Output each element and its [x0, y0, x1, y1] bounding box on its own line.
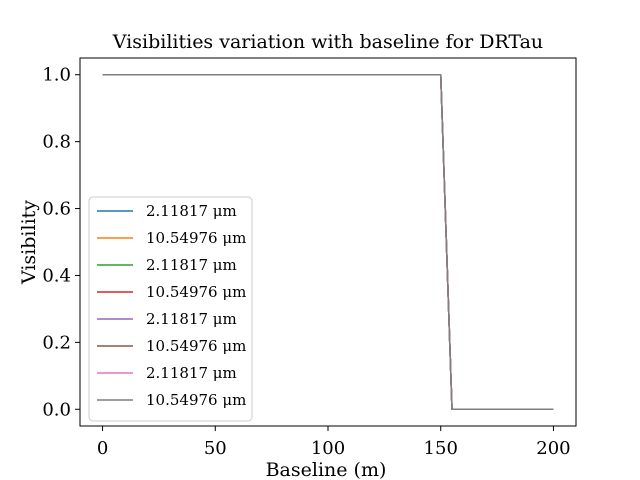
y-tick-label: 0.0	[42, 399, 71, 420]
chart-title: Visibilities variation with baseline for…	[112, 31, 543, 53]
series-layer	[102, 73, 554, 411]
x-axis-label: Baseline (m)	[266, 459, 387, 480]
y-tick-label: 0.2	[42, 332, 71, 353]
legend-entry-label: 10.54976 μm	[146, 283, 246, 301]
legend-entry-label: 2.11817 μm	[146, 256, 237, 274]
x-axis-ticks: 0 50 100 150 200	[97, 426, 571, 459]
y-axis-ticks: 0.0 0.2 0.4 0.6 0.8 1.0	[42, 65, 80, 420]
y-tick-label: 0.6	[42, 199, 71, 220]
legend-entry-label: 10.54976 μm	[146, 337, 246, 355]
x-tick-label: 0	[97, 438, 108, 459]
y-axis-label: Visibility	[18, 200, 40, 285]
x-tick-label: 100	[311, 438, 345, 459]
series-line-8	[102, 73, 554, 411]
x-tick-label: 150	[424, 438, 458, 459]
legend-entry-label: 2.11817 μm	[146, 310, 237, 328]
x-tick-label: 50	[204, 438, 227, 459]
legend: 2.11817 μm 10.54976 μm 2.11817 μm 10.54976 …	[88, 196, 253, 422]
y-tick-label: 0.8	[42, 132, 71, 153]
legend-entry-label: 10.54976 μm	[146, 391, 246, 409]
y-tick-label: 1.0	[42, 65, 71, 86]
y-tick-label: 0.4	[42, 265, 71, 286]
legend-entry-label: 10.54976 μm	[146, 229, 246, 247]
legend-entry-label: 2.11817 μm	[146, 202, 237, 220]
legend-entry-label: 2.11817 μm	[146, 364, 237, 382]
legend-box	[88, 196, 253, 422]
x-tick-label: 200	[536, 438, 570, 459]
